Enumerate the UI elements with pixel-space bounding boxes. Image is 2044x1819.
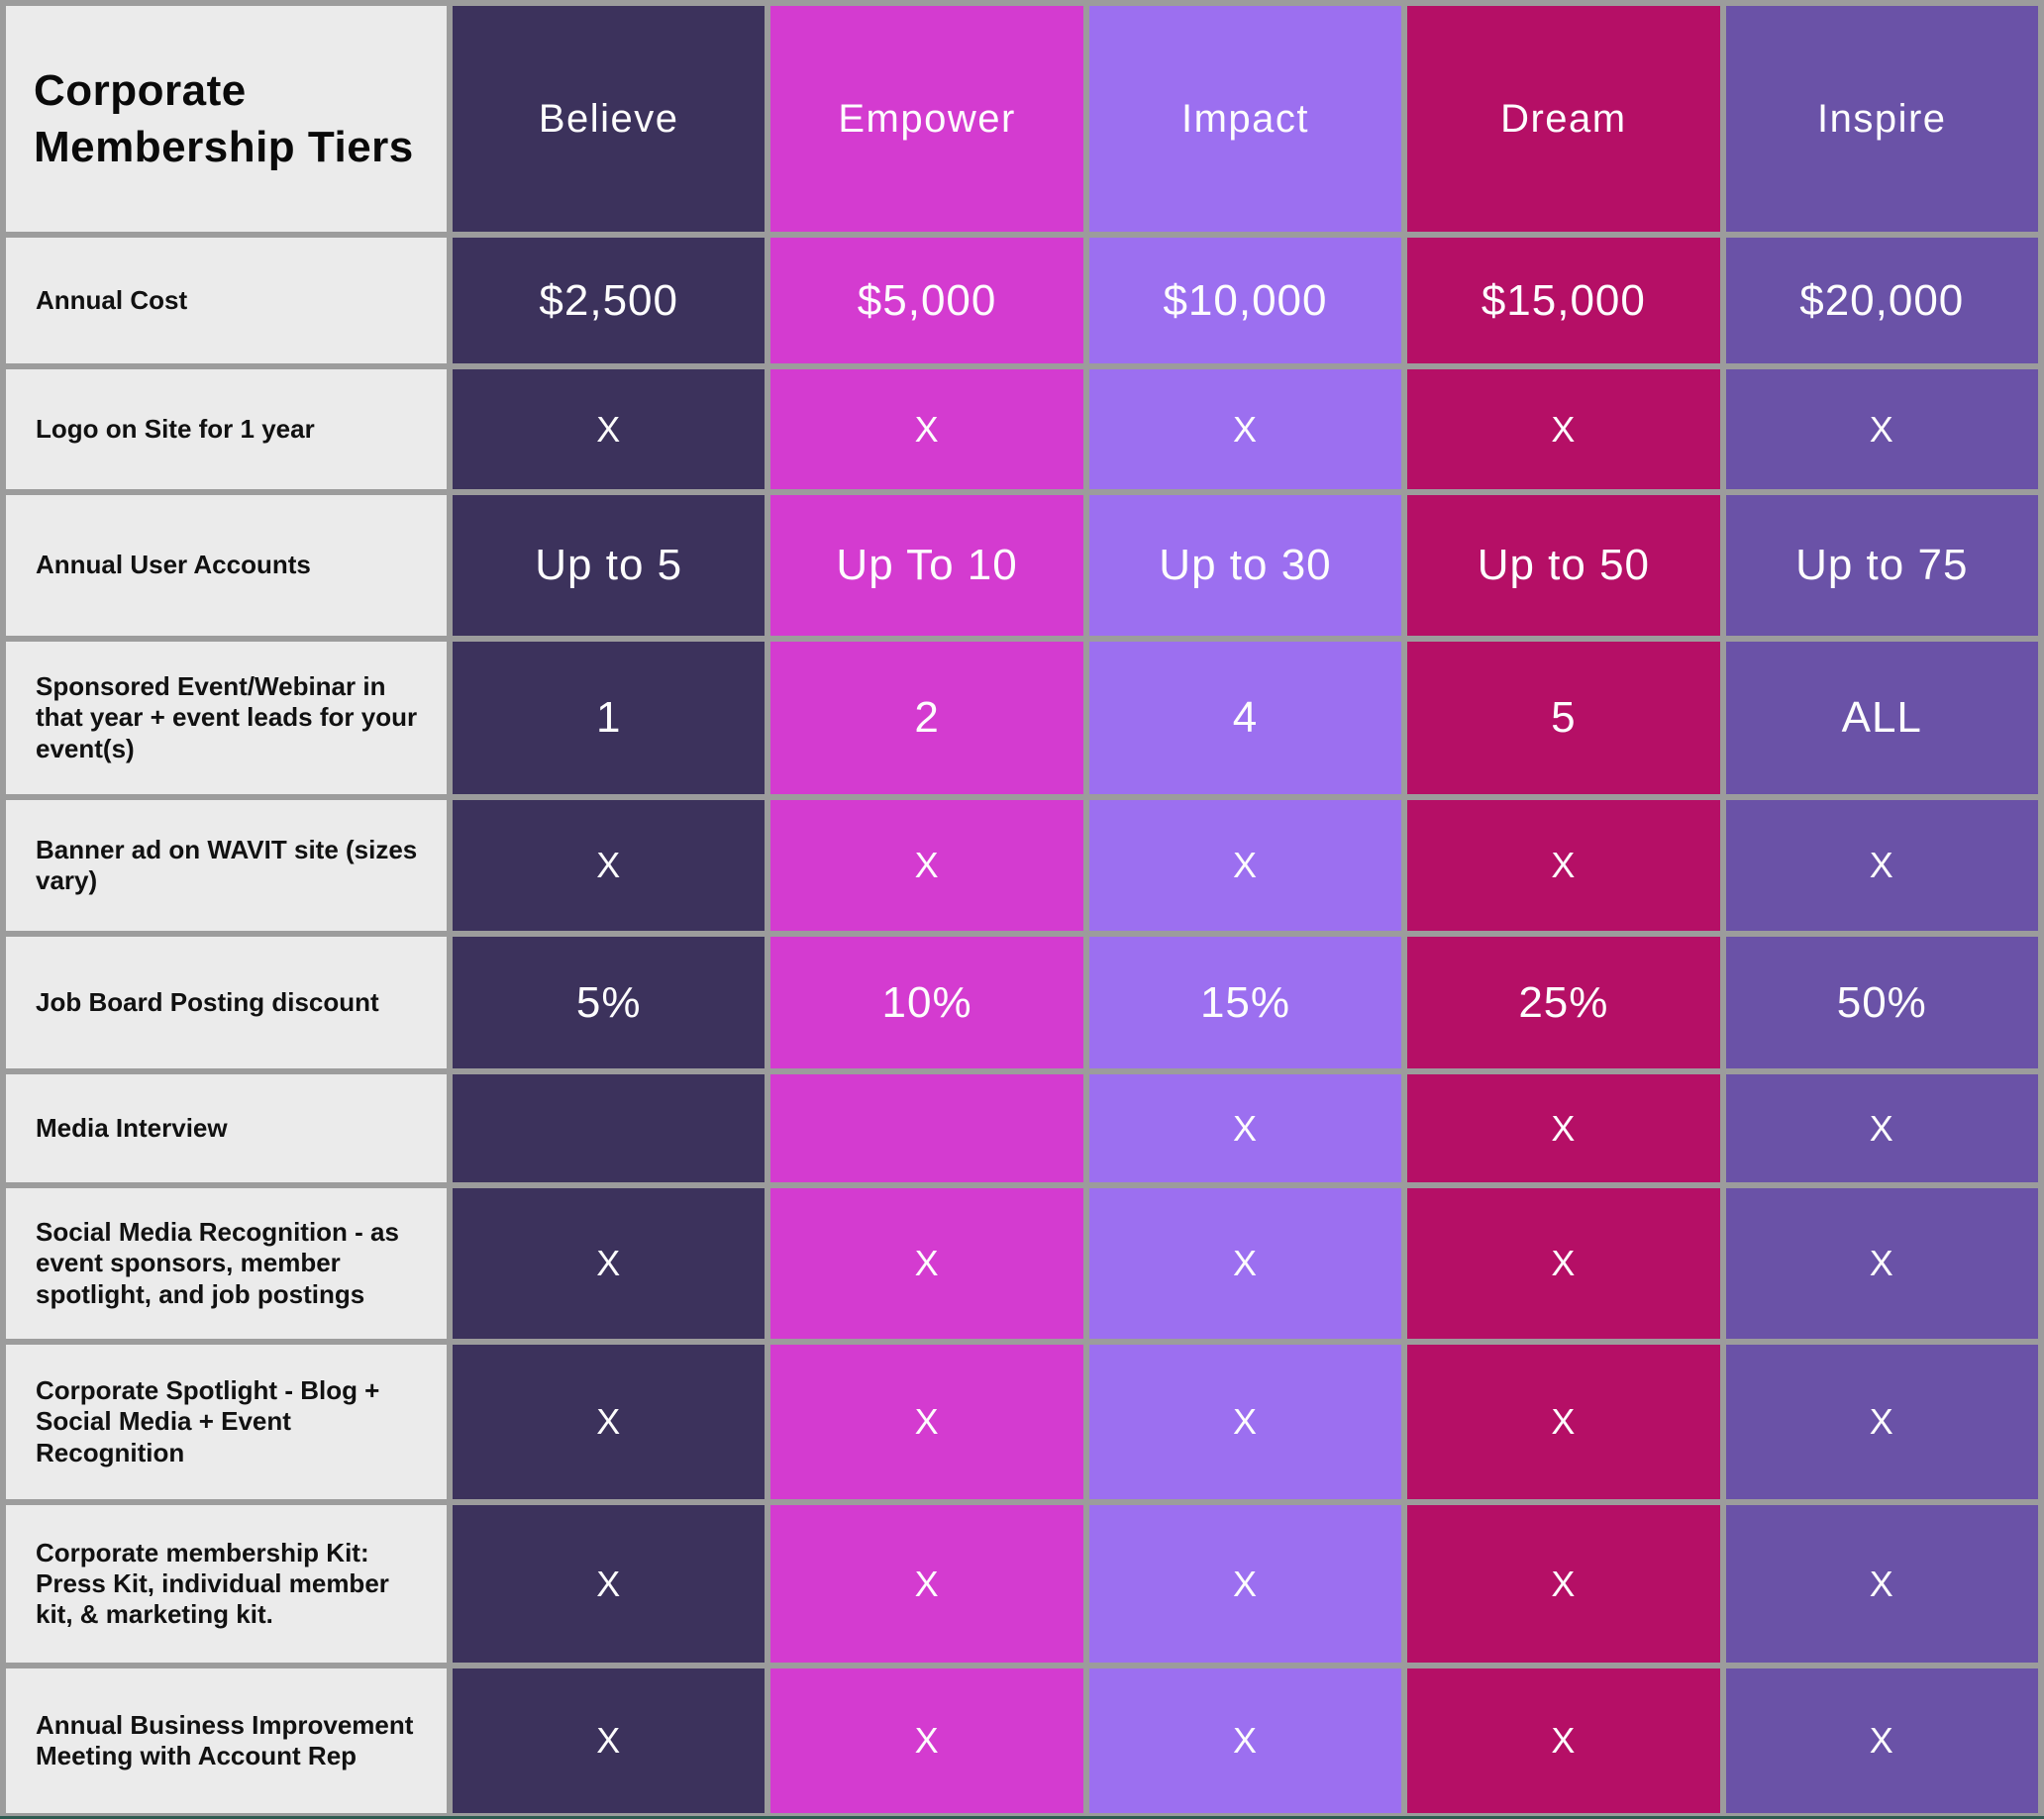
tier-value-cell: $5,000	[770, 238, 1083, 363]
row-label-5: Job Board Posting discount	[6, 937, 447, 1068]
tier-value-cell: Up to 50	[1407, 495, 1720, 636]
tier-value-cell	[770, 1074, 1083, 1182]
tier-value-cell: 5%	[453, 937, 766, 1068]
row-label-8: Corporate Spotlight - Blog + Social Medi…	[6, 1345, 447, 1499]
tier-value-cell: Up to 5	[453, 495, 766, 636]
tier-value-cell: X	[453, 800, 766, 931]
row-label-0: Annual Cost	[6, 238, 447, 363]
tier-value-cell	[453, 1074, 766, 1182]
tier-value-cell: X	[1725, 369, 2038, 489]
tier-value-cell: X	[1088, 1345, 1402, 1499]
row-label-10: Annual Business Improvement Meeting with…	[6, 1668, 447, 1813]
tier-value-cell: X	[1407, 1668, 1720, 1813]
tier-value-cell: 15%	[1088, 937, 1402, 1068]
tier-value-cell: 10%	[770, 937, 1083, 1068]
tier-header-believe: Believe	[453, 6, 766, 232]
tier-value-cell: X	[1407, 1505, 1720, 1663]
tier-value-cell: X	[1407, 369, 1720, 489]
tier-value-cell: X	[1088, 1668, 1402, 1813]
tier-value-cell: ALL	[1725, 642, 2038, 794]
tier-value-cell: X	[1725, 1668, 2038, 1813]
table-title: Corporate Membership Tiers	[6, 6, 447, 232]
tier-header-inspire: Inspire	[1725, 6, 2038, 232]
tier-value-cell: X	[1725, 1505, 2038, 1663]
tier-value-cell: X	[1088, 1505, 1402, 1663]
tier-value-cell: X	[1088, 1188, 1402, 1339]
tier-value-cell: X	[1725, 1188, 2038, 1339]
tier-value-cell: X	[453, 1505, 766, 1663]
tier-value-cell: X	[770, 369, 1083, 489]
tier-value-cell: X	[1725, 1345, 2038, 1499]
tier-value-cell: X	[1407, 1345, 1720, 1499]
tier-value-cell: X	[1088, 369, 1402, 489]
tier-value-cell: X	[770, 1505, 1083, 1663]
tier-value-cell: X	[1407, 800, 1720, 931]
tier-value-cell: X	[770, 1668, 1083, 1813]
tier-value-cell: 50%	[1725, 937, 2038, 1068]
tier-value-cell: X	[1088, 800, 1402, 931]
tier-value-cell: X	[1725, 800, 2038, 931]
tier-value-cell: X	[1088, 1074, 1402, 1182]
tier-value-cell: $20,000	[1725, 238, 2038, 363]
tier-value-cell: 2	[770, 642, 1083, 794]
tier-value-cell: X	[453, 1345, 766, 1499]
tier-value-cell: $15,000	[1407, 238, 1720, 363]
tier-value-cell: $2,500	[453, 238, 766, 363]
tier-value-cell: X	[1407, 1188, 1720, 1339]
row-label-1: Logo on Site for 1 year	[6, 369, 447, 489]
tier-value-cell: 25%	[1407, 937, 1720, 1068]
tier-value-cell: X	[770, 800, 1083, 931]
row-label-7: Social Media Recognition - as event spon…	[6, 1188, 447, 1339]
tier-value-cell: X	[770, 1188, 1083, 1339]
tier-value-cell: 4	[1088, 642, 1402, 794]
row-label-6: Media Interview	[6, 1074, 447, 1182]
tier-value-cell: X	[770, 1345, 1083, 1499]
tier-value-cell: X	[1407, 1074, 1720, 1182]
tier-value-cell: X	[1725, 1074, 2038, 1182]
tier-header-empower: Empower	[770, 6, 1083, 232]
tier-value-cell: $10,000	[1088, 238, 1402, 363]
tier-value-cell: X	[453, 1188, 766, 1339]
row-label-2: Annual User Accounts	[6, 495, 447, 636]
tier-value-cell: Up To 10	[770, 495, 1083, 636]
row-label-4: Banner ad on WAVIT site (sizes vary)	[6, 800, 447, 931]
tier-value-cell: 5	[1407, 642, 1720, 794]
row-label-9: Corporate membership Kit: Press Kit, ind…	[6, 1505, 447, 1663]
tier-value-cell: Up to 75	[1725, 495, 2038, 636]
tier-value-cell: X	[453, 1668, 766, 1813]
tier-value-cell: 1	[453, 642, 766, 794]
bottom-edge-line	[0, 1816, 2044, 1819]
tier-value-cell: X	[453, 369, 766, 489]
tier-value-cell: Up to 30	[1088, 495, 1402, 636]
tier-header-dream: Dream	[1407, 6, 1720, 232]
tier-header-impact: Impact	[1088, 6, 1402, 232]
row-label-3: Sponsored Event/Webinar in that year + e…	[6, 642, 447, 794]
